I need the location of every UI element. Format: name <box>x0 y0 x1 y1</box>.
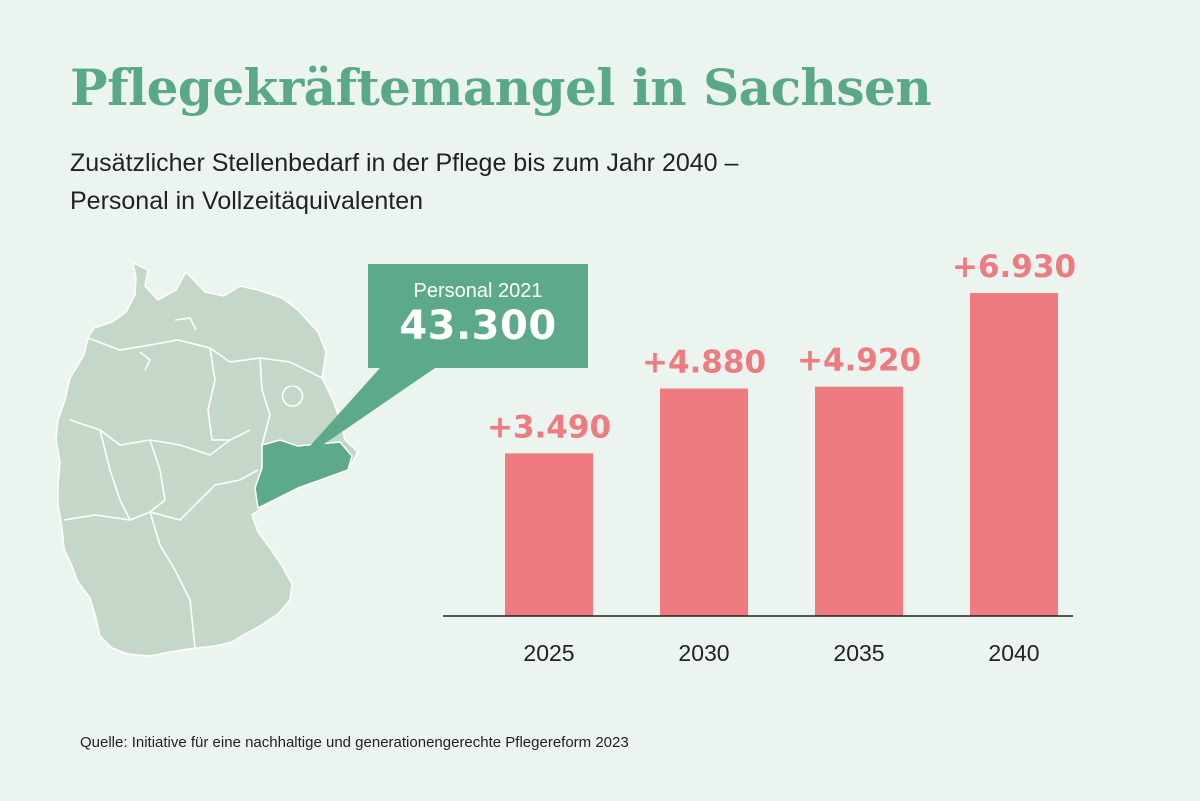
bar-2025 <box>505 453 593 616</box>
border-central-vertical <box>207 347 230 441</box>
saxony-region <box>254 439 353 509</box>
subtitle-line-1: Zusätzlicher Stellenbedarf in der Pflege… <box>70 149 739 177</box>
border-berlin <box>281 385 304 407</box>
subtitle-line-2: Personal in Vollzeitäquivalenten <box>70 187 424 215</box>
callout-box: Personal 2021 43.300 <box>368 264 588 368</box>
callout-value: 43.300 <box>399 303 557 349</box>
state-borders <box>63 317 323 649</box>
callout-label: Personal 2021 <box>413 280 543 302</box>
value-label-2025: +3.490 <box>487 409 611 445</box>
x-tick-2030: 2030 <box>678 640 729 666</box>
border-east-vertical <box>259 357 271 446</box>
x-tick-2040: 2040 <box>988 640 1039 666</box>
value-label-2040: +6.930 <box>952 249 1076 285</box>
value-label-2035: +4.920 <box>797 343 921 379</box>
value-label-2030: +4.880 <box>642 345 766 381</box>
border-south-central <box>149 511 196 649</box>
border-hamburg <box>174 317 197 331</box>
x-tick-2035: 2035 <box>833 640 884 666</box>
bar-2035 <box>815 386 903 616</box>
border-south-west <box>63 469 259 521</box>
source-note: Quelle: Initiative für eine nachhaltige … <box>80 734 629 751</box>
border-west-central <box>69 419 251 456</box>
page-subtitle: Zusätzlicher Stellenbedarf in der Pflege… <box>70 144 930 220</box>
bars-group: +3.490 2025 +4.880 2030 +4.920 2035 +6.930 2040 <box>487 249 1076 666</box>
x-tick-2025: 2025 <box>523 640 574 666</box>
bar-2040 <box>970 293 1058 616</box>
bar-2030 <box>660 388 748 616</box>
border-midwest <box>99 429 131 521</box>
page-title: Pflegekräftemangel in Sachsen <box>70 58 932 117</box>
border-bremen <box>139 351 152 371</box>
callout-arrow <box>292 368 435 466</box>
border-hesse <box>149 439 166 513</box>
